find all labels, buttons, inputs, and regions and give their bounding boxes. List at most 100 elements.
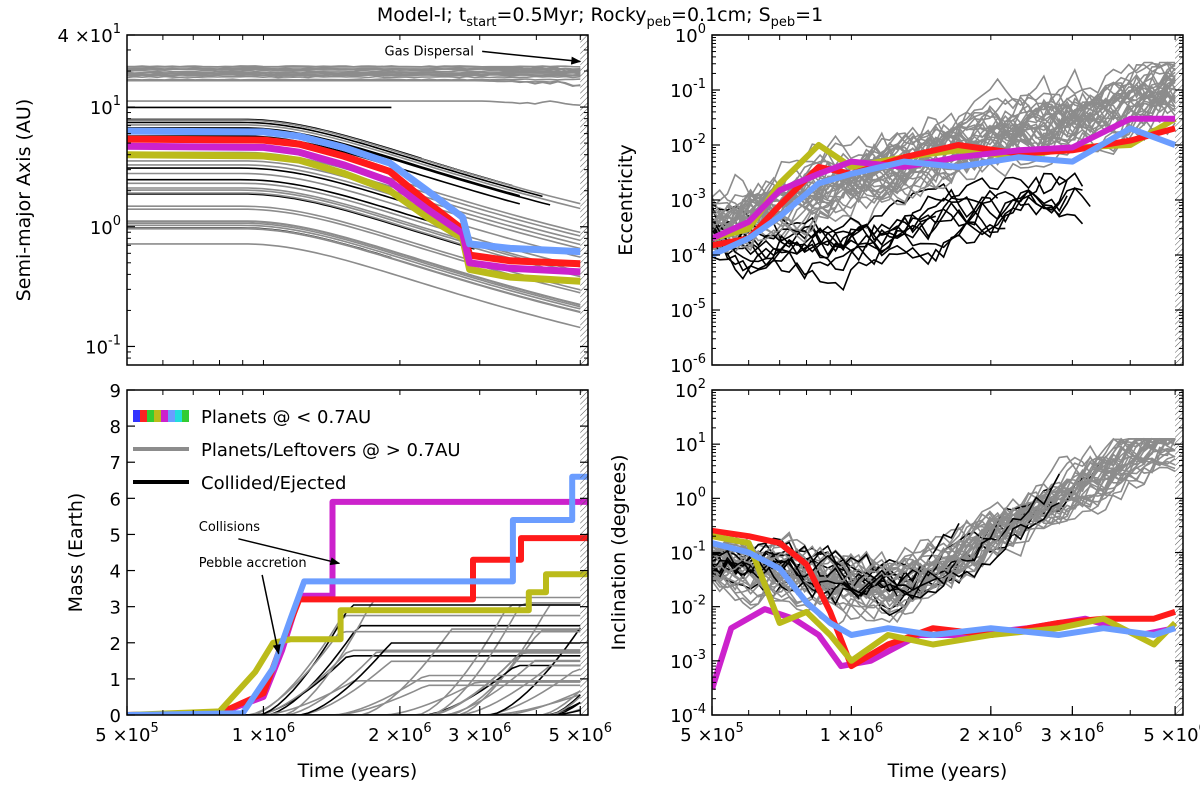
semimajor-axes-frame — [126, 34, 589, 366]
series-planet-blue — [712, 540, 1177, 638]
trajectory-line — [127, 220, 581, 306]
trajectory-line — [127, 674, 581, 715]
trajectory-line — [712, 437, 1176, 600]
legend-swatch — [140, 410, 147, 422]
y-tick-label: 10-6 — [670, 352, 706, 377]
annotation-arrow — [261, 574, 281, 655]
trajectory-line — [127, 167, 430, 211]
trajectory-line — [712, 217, 1006, 292]
y-tick-label: 5 — [110, 525, 121, 546]
x-tick-label: 2 ×106 — [959, 721, 1022, 746]
legend-label: Planets/Leftovers @ > 0.7AU — [201, 440, 461, 461]
trajectory-line — [712, 187, 1083, 275]
inclination-x-label: Time (years) — [887, 760, 1008, 782]
y-tick-label: 10-3 — [670, 187, 706, 212]
legend-swatch — [147, 410, 154, 422]
trajectory-line — [127, 627, 581, 715]
trajectory-line — [127, 164, 581, 250]
y-tick-label: 102 — [675, 377, 706, 402]
trajectory-line — [127, 243, 581, 329]
y-tick-label: 100 — [675, 22, 706, 47]
trajectory-line — [712, 189, 999, 257]
trajectory-line — [127, 614, 581, 715]
trajectory-line — [127, 124, 581, 210]
y-tick-label: 101 — [90, 94, 121, 119]
trajectory-line — [127, 681, 581, 715]
trajectory-line — [712, 438, 1176, 601]
trajectory-line — [127, 119, 581, 205]
trajectory-line — [127, 189, 581, 275]
y-tick-label: 100 — [675, 485, 706, 510]
y-tick-label: 10-4 — [670, 702, 706, 727]
trajectory-line — [127, 178, 460, 232]
y-tick-label: 10-4 — [670, 242, 706, 267]
trajectory-line — [127, 664, 581, 715]
y-tick-label: 10-1 — [670, 540, 706, 565]
x-tick-label: 1 ×106 — [820, 721, 883, 746]
x-tick-label: 5 ×105 — [95, 721, 158, 746]
y-tick-label: 0 — [110, 706, 121, 727]
semimajor-panel: 10-1 100 101 4 ×101 Semi-major Axis (AU) Gas … — [13, 22, 589, 366]
y-tick-label: 1 — [110, 670, 121, 691]
legend-swatch — [168, 410, 175, 422]
series-planet-blue — [127, 473, 588, 715]
y-tick-label: 9 — [110, 381, 121, 402]
y-tick-label: 8 — [110, 417, 121, 438]
annotation-label: Gas Dispersal — [385, 44, 474, 59]
y-tick-label: 10-1 — [670, 77, 706, 102]
trajectory-line — [127, 193, 475, 250]
legend-swatch — [182, 410, 189, 422]
trajectory-line — [712, 188, 1068, 272]
legend-swatch — [133, 410, 140, 422]
series-planet-blue — [127, 127, 581, 256]
annotation-label: Pebble accretion — [199, 556, 307, 571]
trajectory-line — [127, 693, 581, 715]
figure-title: Model-I; tstart=0.5Myr; Rockypeb=0.1cm; … — [376, 4, 824, 30]
annotation-arrow — [482, 50, 582, 65]
y-tick-label: 6 — [110, 489, 121, 510]
trajectory-line — [712, 90, 1176, 228]
mass-y-label: Mass (Earth) — [65, 493, 87, 613]
legend-swatch — [175, 410, 182, 422]
trajectory-line — [127, 121, 543, 198]
series-planet-magenta — [712, 115, 1176, 242]
trajectory-line — [712, 466, 1176, 613]
series-planet-yellow — [712, 533, 1178, 664]
trajectory-line — [127, 651, 581, 715]
trajectory-line — [127, 75, 581, 79]
y-tick-label: 10-1 — [85, 333, 121, 358]
y-tick-label: 7 — [110, 453, 121, 474]
series-planet-yellow — [127, 571, 588, 715]
trajectory-line — [127, 68, 581, 71]
y-tick-label: 10-2 — [670, 594, 706, 619]
trajectory-line — [127, 649, 581, 715]
x-tick-label: 2 ×106 — [368, 721, 431, 746]
gas-dispersal-band — [580, 35, 588, 365]
trajectory-line — [712, 76, 1176, 238]
inclination-y-label: Inclination (degrees) — [608, 454, 630, 650]
trajectory-line — [712, 458, 1176, 620]
trajectory-line — [127, 78, 581, 81]
mass-background-trajectories — [127, 596, 581, 715]
trajectory-line — [127, 668, 581, 715]
inclination-background-trajectories — [712, 437, 1176, 628]
legend-label: Collided/Ejected — [201, 473, 346, 494]
trajectory-line — [127, 604, 581, 715]
series-planet-red — [127, 535, 588, 715]
trajectory-line — [712, 437, 1176, 587]
trajectory-line — [127, 660, 581, 715]
trajectory-line — [127, 628, 581, 715]
y-tick-label: 3 — [110, 598, 121, 619]
trajectory-line — [127, 222, 581, 308]
trajectory-line — [127, 652, 581, 715]
legend-label: Planets @ < 0.7AU — [201, 407, 371, 428]
mass-axes-frame — [126, 389, 589, 716]
trajectory-line — [712, 550, 945, 601]
trajectory-line — [127, 71, 581, 75]
x-tick-label: 3 ×106 — [1041, 721, 1104, 746]
semimajor-y-label: Semi-major Axis (AU) — [13, 99, 35, 302]
legend: Planets @ < 0.7AU Planets/Leftovers @ > 0… — [133, 407, 461, 494]
annotation-arrow — [238, 538, 341, 566]
y-tick-label: 2 — [110, 634, 121, 655]
